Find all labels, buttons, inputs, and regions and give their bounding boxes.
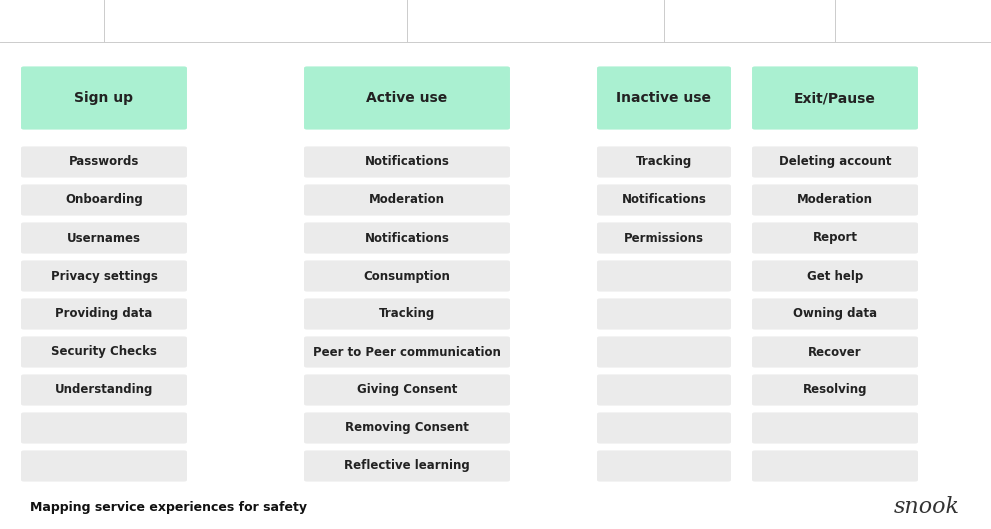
Text: Recover: Recover bbox=[809, 345, 862, 359]
FancyBboxPatch shape bbox=[304, 260, 510, 291]
FancyBboxPatch shape bbox=[304, 336, 510, 368]
FancyBboxPatch shape bbox=[752, 336, 918, 368]
Text: Tracking: Tracking bbox=[379, 307, 435, 321]
Text: Inactive use: Inactive use bbox=[616, 91, 712, 105]
FancyBboxPatch shape bbox=[752, 413, 918, 444]
FancyBboxPatch shape bbox=[597, 185, 731, 216]
FancyBboxPatch shape bbox=[597, 450, 731, 481]
Text: Privacy settings: Privacy settings bbox=[51, 269, 158, 282]
Text: Notifications: Notifications bbox=[621, 194, 707, 206]
Text: Owning data: Owning data bbox=[793, 307, 877, 321]
FancyBboxPatch shape bbox=[21, 260, 187, 291]
FancyBboxPatch shape bbox=[21, 147, 187, 178]
Text: Deleting account: Deleting account bbox=[779, 156, 891, 169]
FancyBboxPatch shape bbox=[597, 413, 731, 444]
Text: snook: snook bbox=[894, 496, 960, 518]
FancyBboxPatch shape bbox=[304, 450, 510, 481]
Text: Peer to Peer communication: Peer to Peer communication bbox=[313, 345, 500, 359]
Text: Mapping service experiences for safety: Mapping service experiences for safety bbox=[30, 500, 307, 514]
FancyBboxPatch shape bbox=[752, 298, 918, 330]
FancyBboxPatch shape bbox=[752, 260, 918, 291]
Text: Moderation: Moderation bbox=[369, 194, 445, 206]
FancyBboxPatch shape bbox=[752, 67, 918, 130]
FancyBboxPatch shape bbox=[597, 67, 731, 130]
Text: Report: Report bbox=[813, 232, 857, 244]
Text: Providing data: Providing data bbox=[55, 307, 153, 321]
Text: Usernames: Usernames bbox=[67, 232, 141, 244]
Text: Removing Consent: Removing Consent bbox=[345, 422, 469, 434]
Text: Sign up: Sign up bbox=[74, 91, 134, 105]
FancyBboxPatch shape bbox=[304, 222, 510, 253]
Text: Onboarding: Onboarding bbox=[65, 194, 143, 206]
Text: Understanding: Understanding bbox=[55, 384, 154, 397]
Text: Notifications: Notifications bbox=[365, 156, 450, 169]
FancyBboxPatch shape bbox=[21, 185, 187, 216]
Text: Tracking: Tracking bbox=[636, 156, 692, 169]
FancyBboxPatch shape bbox=[21, 67, 187, 130]
Text: Consumption: Consumption bbox=[364, 269, 451, 282]
FancyBboxPatch shape bbox=[752, 222, 918, 253]
FancyBboxPatch shape bbox=[597, 298, 731, 330]
Text: Get help: Get help bbox=[807, 269, 863, 282]
Text: Passwords: Passwords bbox=[68, 156, 139, 169]
FancyBboxPatch shape bbox=[21, 222, 187, 253]
FancyBboxPatch shape bbox=[304, 298, 510, 330]
FancyBboxPatch shape bbox=[304, 375, 510, 406]
FancyBboxPatch shape bbox=[752, 375, 918, 406]
FancyBboxPatch shape bbox=[304, 147, 510, 178]
FancyBboxPatch shape bbox=[304, 413, 510, 444]
Text: Reflective learning: Reflective learning bbox=[344, 460, 470, 472]
FancyBboxPatch shape bbox=[597, 222, 731, 253]
Text: Active use: Active use bbox=[367, 91, 448, 105]
FancyBboxPatch shape bbox=[752, 185, 918, 216]
FancyBboxPatch shape bbox=[752, 147, 918, 178]
FancyBboxPatch shape bbox=[597, 260, 731, 291]
Text: Giving Consent: Giving Consent bbox=[357, 384, 457, 397]
FancyBboxPatch shape bbox=[597, 147, 731, 178]
FancyBboxPatch shape bbox=[304, 185, 510, 216]
Text: Moderation: Moderation bbox=[797, 194, 873, 206]
FancyBboxPatch shape bbox=[304, 67, 510, 130]
FancyBboxPatch shape bbox=[21, 413, 187, 444]
FancyBboxPatch shape bbox=[752, 450, 918, 481]
FancyBboxPatch shape bbox=[597, 375, 731, 406]
FancyBboxPatch shape bbox=[21, 298, 187, 330]
FancyBboxPatch shape bbox=[21, 450, 187, 481]
Text: Resolving: Resolving bbox=[803, 384, 867, 397]
Text: Exit/Pause: Exit/Pause bbox=[794, 91, 876, 105]
FancyBboxPatch shape bbox=[21, 375, 187, 406]
Text: Security Checks: Security Checks bbox=[52, 345, 157, 359]
Text: Permissions: Permissions bbox=[624, 232, 704, 244]
FancyBboxPatch shape bbox=[597, 336, 731, 368]
Text: Notifications: Notifications bbox=[365, 232, 450, 244]
FancyBboxPatch shape bbox=[21, 336, 187, 368]
